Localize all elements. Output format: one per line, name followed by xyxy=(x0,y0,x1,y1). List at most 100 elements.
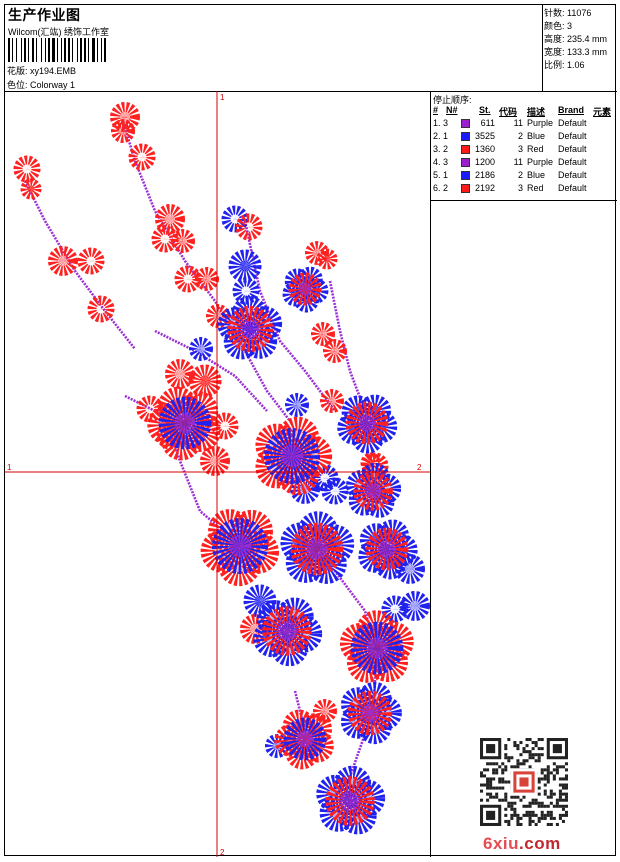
blossom-motif xyxy=(282,266,329,313)
row-index: 2. xyxy=(433,131,441,141)
row-brand: Default xyxy=(558,157,587,167)
col-stitches: St. xyxy=(479,105,491,115)
stat-label: 颜色: xyxy=(544,21,565,31)
stat-stitches: 针数: 11076 xyxy=(544,6,591,19)
row-code: 3 xyxy=(517,183,523,193)
row-index: 1. xyxy=(433,118,441,128)
color-swatch xyxy=(461,145,470,154)
branch-stem xyxy=(243,220,337,412)
blossom-motif xyxy=(200,509,279,587)
sheet-header: 生产作业图 Wilcom(汇竑) 绣饰工作室 花版: xy194.EMB 色位:… xyxy=(5,5,617,92)
stat-value: 11076 xyxy=(567,8,592,18)
bud-motif xyxy=(200,446,230,476)
bud-motif xyxy=(87,295,115,323)
stat-label: 高度: xyxy=(544,34,565,44)
bud-motif xyxy=(228,249,262,283)
company-name: Wilcom(汇竑) 绣饰工作室 xyxy=(8,27,109,37)
stat-value: 133.3 mm xyxy=(567,47,608,57)
bud-motif xyxy=(188,364,222,398)
stat-scale: 比例: 1.06 xyxy=(544,58,585,71)
row-code: 2 xyxy=(517,131,523,141)
row-needle: 2 xyxy=(443,183,449,193)
row-brand: Default xyxy=(558,144,587,154)
bud-motif xyxy=(211,412,239,440)
col-index: # xyxy=(433,105,439,115)
color-swatch xyxy=(461,184,470,193)
bud-motif xyxy=(235,213,263,241)
blossom-motif xyxy=(316,765,386,835)
row-stitches: 611 xyxy=(480,118,495,128)
bud-motif xyxy=(48,246,78,276)
col-brand: Brand xyxy=(558,105,585,115)
stop-sequence-row[interactable]: 4. 3 1200 11 Purple Default xyxy=(431,157,617,170)
bud-motif xyxy=(171,229,195,253)
axis-marker-right: 2 xyxy=(417,463,422,472)
row-stitches: 2186 xyxy=(474,170,495,180)
branch-stem xyxy=(23,180,137,350)
axis-marker-left: 1 xyxy=(7,463,12,472)
row-needle: 3 xyxy=(443,118,449,128)
blossom-motif xyxy=(280,511,355,584)
row-description: Blue xyxy=(527,170,546,180)
color-swatch xyxy=(461,119,470,128)
bud-motif xyxy=(311,464,339,492)
row-description: Red xyxy=(527,183,544,193)
stat-width: 宽度: 133.3 mm xyxy=(544,45,607,58)
qr-code-image xyxy=(480,738,568,826)
bud-motif xyxy=(313,699,337,723)
col-code: 代码 xyxy=(499,107,518,117)
stop-sequence-row[interactable]: 2. 1 3525 2 Blue Default xyxy=(431,131,617,144)
bud-motif xyxy=(305,241,329,265)
design-stats: 针数: 11076 颜色: 3 高度: 235.4 mm 宽度: 133.3 m… xyxy=(542,5,617,91)
bud-motif xyxy=(155,204,185,234)
watermark-suffix: .com xyxy=(519,834,561,853)
row-stitches: 3525 xyxy=(474,131,495,141)
stop-sequence-row[interactable]: 3. 2 1360 3 Red Default xyxy=(431,144,617,157)
production-sheet: 生产作业图 Wilcom(汇竑) 绣饰工作室 花版: xy194.EMB 色位:… xyxy=(4,4,617,857)
color-swatch xyxy=(461,132,470,141)
row-description: Blue xyxy=(527,131,546,141)
bud-motif xyxy=(311,322,335,346)
row-needle: 1 xyxy=(443,170,449,180)
header-info: 生产作业图 Wilcom(汇竑) 绣饰工作室 花版: xy194.EMB 色位:… xyxy=(5,5,543,91)
blossom-motif xyxy=(253,597,323,667)
row-stitches: 2192 xyxy=(474,183,495,193)
color-swatch xyxy=(461,158,470,167)
stop-sequence-row[interactable]: 6. 2 2192 3 Red Default xyxy=(431,183,617,196)
row-brand: Default xyxy=(558,183,587,193)
stop-sequence-panel: 停止顺序: # N# St. 代码 描述 Brand 元素 1. 3 611 11 Pu… xyxy=(431,91,617,201)
axis-marker-bottom: 2 xyxy=(220,848,225,857)
watermark-text: 6xiu xyxy=(483,834,520,853)
bud-motif xyxy=(195,267,219,291)
embroidery-preview: 1 1 2 2 xyxy=(5,91,430,857)
stat-colors: 颜色: 3 xyxy=(544,19,572,32)
stop-sequence-row[interactable]: 5. 1 2186 2 Blue Default xyxy=(431,170,617,183)
col-description: 描述 xyxy=(527,107,546,117)
bud-motif xyxy=(243,584,277,618)
bud-motif xyxy=(174,265,202,293)
blossom-motif xyxy=(217,295,283,360)
design-canvas[interactable]: 1 1 2 2 xyxy=(5,91,431,857)
blossom-motif xyxy=(337,394,398,454)
watermark-logo: 6xiu.com xyxy=(483,834,561,854)
bud-motif xyxy=(316,248,338,270)
bud-motif xyxy=(323,339,347,363)
design-value: xy194.EMB xyxy=(30,66,77,76)
bud-motif xyxy=(165,359,195,389)
row-description: Purple xyxy=(527,118,554,128)
blossom-motif xyxy=(358,519,418,580)
blossom-motif xyxy=(340,681,402,745)
row-code: 3 xyxy=(517,144,523,154)
stop-sequence-title: 停止顺序: xyxy=(433,95,472,105)
bud-motif xyxy=(189,337,213,361)
stop-sequence-row[interactable]: 1. 3 611 11 Purple Default xyxy=(431,118,617,131)
bud-motif xyxy=(206,304,230,328)
color-swatch xyxy=(461,171,470,180)
stat-value: 235.4 mm xyxy=(567,34,608,44)
bud-motif xyxy=(240,614,270,644)
branch-stem xyxy=(124,394,236,542)
bud-motif xyxy=(232,277,260,305)
row-needle: 2 xyxy=(443,144,449,154)
stat-label: 宽度: xyxy=(544,47,565,57)
bud-motif xyxy=(20,178,42,200)
